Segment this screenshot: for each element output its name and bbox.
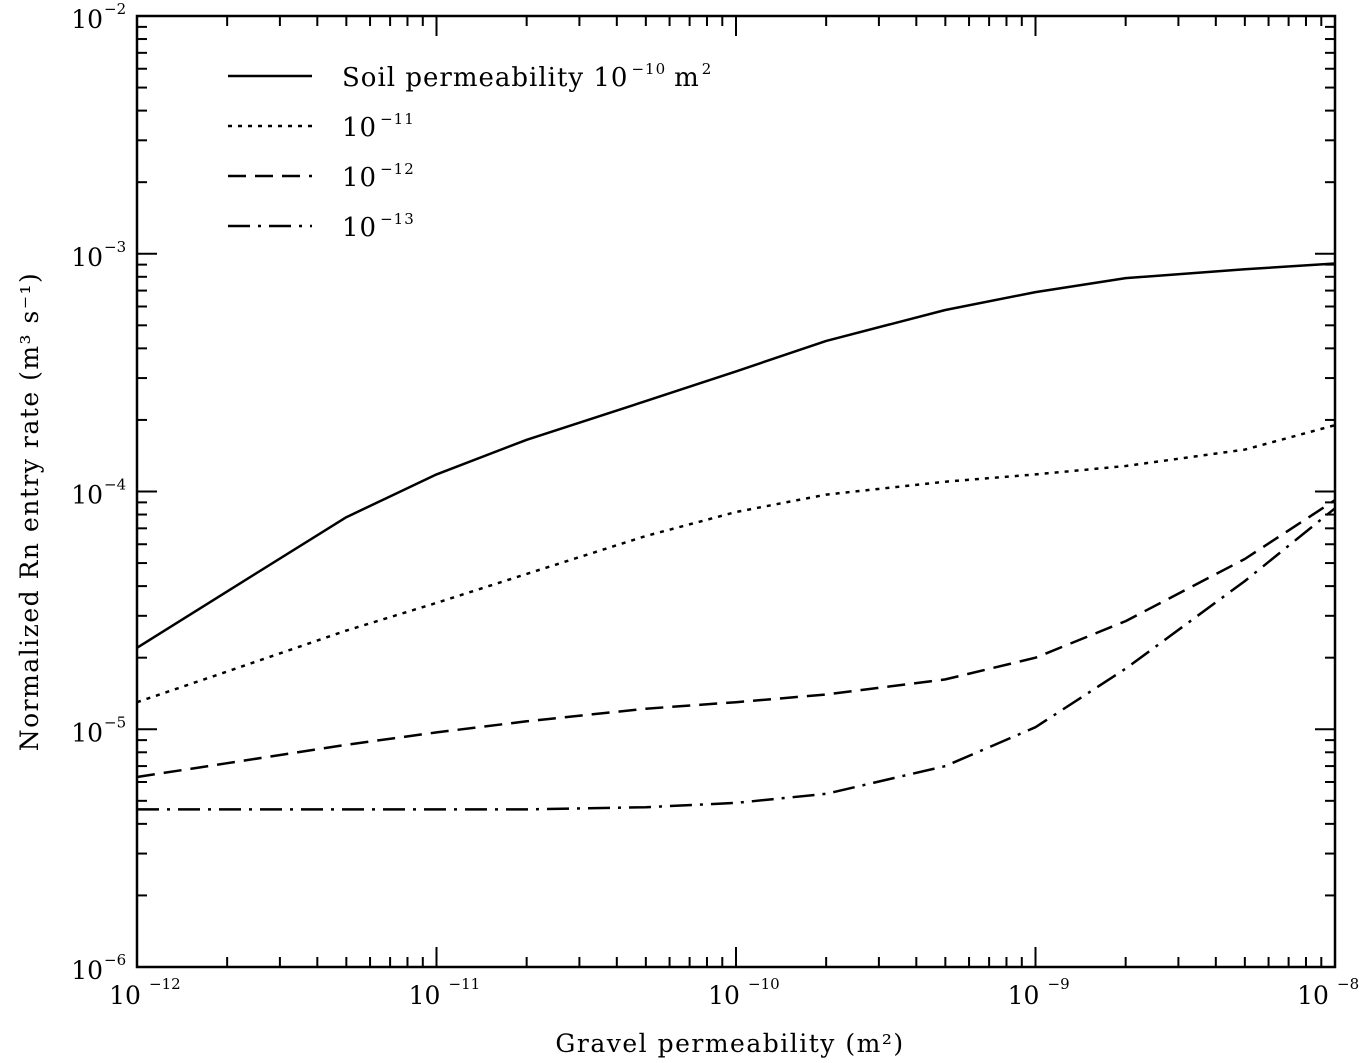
plot-frame xyxy=(135,14,1337,969)
axis-ticks xyxy=(136,16,1335,968)
legend-label: 10 −11 xyxy=(342,110,415,143)
series-line-3 xyxy=(136,499,1336,779)
x-tick-exponent: −10 xyxy=(748,975,780,993)
series-line-2 xyxy=(136,423,1336,704)
series-line-4 xyxy=(137,507,1336,811)
y-tick-label: 10 xyxy=(71,481,103,510)
legend-label: 10 −13 xyxy=(342,210,415,243)
x-tick-label: 10 xyxy=(1008,981,1040,1010)
y-tick-label: 10 xyxy=(71,956,103,985)
legend: Soil permeability 10 −10 m 2 10−11 10−12 10−13 xyxy=(228,60,712,243)
y-axis-label: Normalized Rn entry rate (m³ s⁻¹) xyxy=(15,272,44,752)
y-tick-label: 10 xyxy=(71,243,103,272)
series-line-1 xyxy=(136,262,1336,649)
x-tick-label: 10 xyxy=(1297,981,1329,1010)
x-tick-exponent: −9 xyxy=(1048,975,1070,993)
x-tick-exponent: −11 xyxy=(449,975,481,993)
y-tick-exponent: −4 xyxy=(104,476,126,494)
x-tick-label: 10 xyxy=(708,981,740,1010)
y-tick-exponent: −3 xyxy=(104,238,126,256)
y-tick-exponent: −2 xyxy=(104,0,126,18)
series-lines xyxy=(136,262,1336,811)
y-tick-exponent: −6 xyxy=(104,951,126,969)
y-tick-label: 10 xyxy=(71,718,103,747)
x-tick-label: 10 xyxy=(109,981,141,1010)
x-tick-exponent: −12 xyxy=(149,975,181,993)
x-axis-label: Gravel permeability (m²) xyxy=(555,1029,904,1058)
x-tick-labels: 10 −12 10 −11 10 −10 10 −9 10 −8 xyxy=(109,975,1359,1010)
legend-label: 10 −12 xyxy=(342,160,415,193)
y-tick-labels: 10−610−510−410−310−2 xyxy=(71,0,126,985)
y-tick-label: 10 xyxy=(71,5,103,34)
legend-label: Soil permeability 10 −10 m 2 xyxy=(342,60,712,93)
x-tick-exponent: −8 xyxy=(1337,975,1359,993)
y-tick-exponent: −5 xyxy=(104,713,126,731)
x-tick-label: 10 xyxy=(409,981,441,1010)
